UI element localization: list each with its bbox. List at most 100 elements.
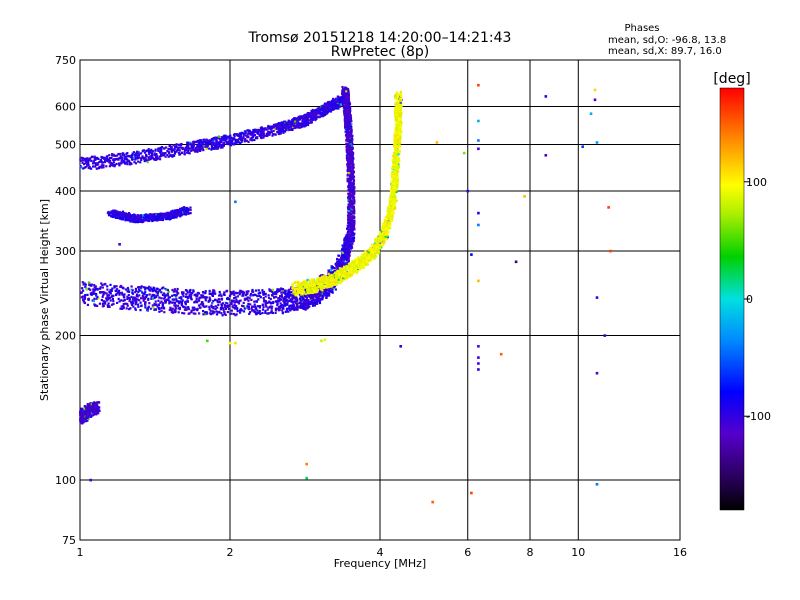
trace-point bbox=[270, 311, 273, 314]
trace-point bbox=[348, 215, 351, 218]
trace-point bbox=[329, 282, 332, 286]
trace-point bbox=[289, 128, 292, 131]
trace-point bbox=[349, 160, 352, 163]
trace-point bbox=[333, 106, 336, 109]
trace-point bbox=[280, 123, 283, 127]
trace-point bbox=[161, 304, 164, 307]
trace-point bbox=[307, 302, 311, 306]
trace-point bbox=[324, 277, 327, 280]
trace-point bbox=[312, 294, 316, 297]
trace-point bbox=[130, 285, 133, 288]
trace-point bbox=[201, 142, 204, 145]
trace-point bbox=[265, 305, 268, 308]
trace-point bbox=[224, 307, 227, 310]
trace-point bbox=[350, 271, 353, 274]
trace-point bbox=[273, 126, 276, 129]
trace-point bbox=[133, 298, 136, 301]
trace-point bbox=[264, 134, 267, 137]
trace-point bbox=[212, 137, 215, 140]
trace-point bbox=[336, 106, 340, 110]
trace-point bbox=[249, 132, 253, 135]
trace-point bbox=[146, 161, 149, 164]
trace-point bbox=[221, 302, 224, 305]
trace-point bbox=[113, 158, 116, 161]
trace-point bbox=[203, 311, 207, 314]
trace-point bbox=[119, 307, 122, 310]
trace-point bbox=[318, 111, 322, 114]
trace-point bbox=[178, 149, 181, 152]
trace-point bbox=[257, 289, 260, 292]
trace-point bbox=[304, 284, 307, 287]
trace-point bbox=[247, 133, 250, 136]
trace-point bbox=[240, 309, 243, 312]
trace-point bbox=[347, 259, 350, 262]
trace-point bbox=[347, 216, 350, 219]
trace-point bbox=[345, 247, 348, 251]
trace-point bbox=[171, 155, 174, 158]
trace-point bbox=[202, 296, 205, 299]
trace-point bbox=[280, 293, 283, 297]
trace-point bbox=[144, 301, 147, 304]
trace-point bbox=[346, 122, 350, 125]
trace-point bbox=[318, 278, 321, 281]
trace-point bbox=[122, 287, 125, 290]
trace-point bbox=[280, 291, 283, 294]
trace-point bbox=[168, 144, 171, 147]
trace-point bbox=[250, 293, 253, 296]
trace-point bbox=[80, 296, 83, 299]
trace-point bbox=[332, 100, 335, 103]
trace-point bbox=[148, 288, 151, 291]
trace-point bbox=[198, 147, 201, 150]
trace-point bbox=[311, 287, 314, 290]
trace-point bbox=[297, 117, 300, 120]
trace-point bbox=[152, 297, 155, 300]
trace-point bbox=[208, 305, 211, 308]
trace-point bbox=[302, 305, 305, 308]
trace-point bbox=[82, 300, 85, 303]
trace-point bbox=[278, 297, 281, 300]
trace-point bbox=[153, 152, 156, 155]
trace-point bbox=[163, 296, 167, 299]
trace-point bbox=[318, 301, 322, 305]
trace-point bbox=[167, 294, 170, 297]
trace-point bbox=[200, 147, 203, 151]
trace-point bbox=[336, 104, 340, 107]
trace-point bbox=[344, 97, 347, 100]
trace-point bbox=[301, 306, 304, 309]
trace-point bbox=[322, 294, 325, 298]
trace-point bbox=[337, 278, 340, 281]
trace-point bbox=[95, 157, 98, 160]
trace-point bbox=[106, 285, 109, 288]
trace-point bbox=[176, 287, 179, 291]
trace-point bbox=[348, 148, 351, 151]
trace-point bbox=[334, 288, 337, 291]
trace-point bbox=[130, 301, 133, 304]
trace-point bbox=[346, 177, 349, 180]
trace-point bbox=[352, 157, 355, 160]
trace-point bbox=[316, 290, 319, 293]
trace-point bbox=[126, 295, 129, 298]
trace-point bbox=[247, 302, 250, 305]
trace-point bbox=[103, 283, 106, 286]
trace-point bbox=[188, 312, 191, 315]
trace-point bbox=[122, 152, 125, 155]
trace-point bbox=[190, 293, 193, 296]
trace-point bbox=[347, 133, 350, 136]
trace-point bbox=[244, 137, 247, 141]
trace-point bbox=[273, 296, 276, 299]
trace-point bbox=[220, 304, 224, 307]
trace-point bbox=[306, 303, 309, 306]
trace-point bbox=[312, 281, 315, 285]
trace-point bbox=[93, 289, 96, 292]
trace-point bbox=[215, 137, 218, 141]
trace-point bbox=[107, 305, 110, 308]
trace-point bbox=[230, 144, 233, 147]
trace-point bbox=[250, 298, 253, 301]
trace-point bbox=[163, 307, 166, 310]
trace-point bbox=[135, 295, 138, 298]
trace-point bbox=[208, 299, 211, 302]
trace-point bbox=[182, 291, 185, 294]
trace-point bbox=[238, 300, 241, 303]
trace-point bbox=[243, 298, 246, 301]
trace-point bbox=[238, 135, 241, 138]
